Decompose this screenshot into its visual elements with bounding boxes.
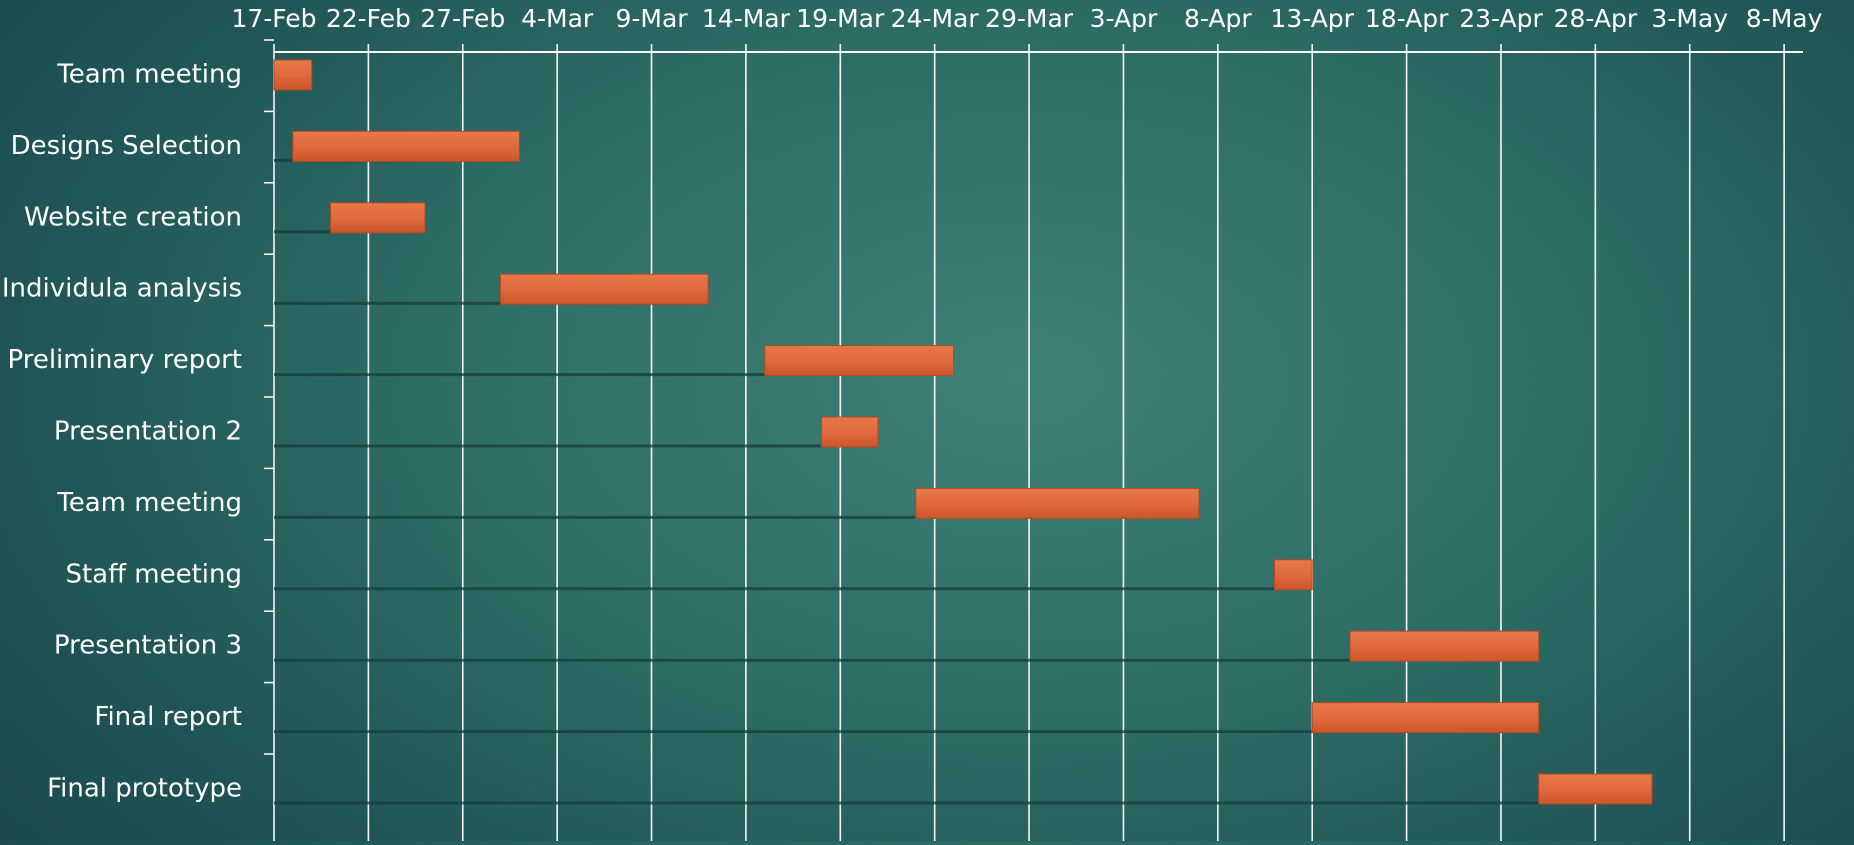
x-tick-label: 17-Feb [231, 4, 316, 33]
task-bar [820, 416, 879, 448]
task-label: Individula analysis [2, 274, 242, 304]
x-tick-label: 3-May [1651, 4, 1728, 33]
task-label: Final prototype [47, 774, 242, 804]
x-tick-label: 27-Feb [420, 4, 505, 33]
task-bar [273, 59, 313, 91]
task-row: Presentation 2 [54, 396, 879, 448]
x-tick-label: 19-Mar [796, 4, 885, 33]
task-bar [1349, 630, 1540, 662]
task-bar [915, 487, 1200, 519]
task-bar [500, 273, 709, 305]
x-axis-tick-labels: 17-Feb 22-Feb 27-Feb 4-Mar 9-Mar 14-Mar 19-Mar… [231, 4, 1822, 33]
task-label: Team meeting [56, 488, 242, 518]
task-bar [330, 202, 426, 234]
task-label: Presentation 2 [54, 417, 242, 447]
task-row: Presentation 3 [54, 610, 1540, 662]
x-tick-label: 8-Apr [1184, 4, 1252, 33]
task-label: Preliminary report [8, 345, 243, 375]
x-tick-label: 8-May [1746, 4, 1823, 33]
task-row: Preliminary report [8, 324, 955, 377]
task-bar [292, 130, 520, 162]
x-tick-label: 14-Mar [702, 4, 791, 33]
task-label: Staff meeting [65, 559, 242, 589]
task-row: Designs Selection [11, 110, 520, 162]
task-bar [764, 345, 955, 377]
x-tick-label: 24-Mar [891, 4, 980, 33]
gridlines [273, 44, 1803, 841]
x-tick-label: 22-Feb [326, 4, 411, 33]
x-tick-label: 18-Apr [1365, 4, 1449, 33]
x-tick-label: 28-Apr [1554, 4, 1638, 33]
task-label: Final report [94, 702, 242, 732]
x-tick-label: 13-Apr [1270, 4, 1354, 33]
x-tick-label: 4-Mar [521, 4, 594, 33]
task-row: Staff meeting [65, 539, 1313, 591]
task-row: Final prototype [47, 753, 1653, 805]
task-bar [1273, 559, 1313, 591]
task-bar [1538, 773, 1653, 805]
task-bar [1311, 702, 1540, 734]
task-row: Website creation [24, 182, 426, 234]
task-row: Final report [94, 681, 1540, 734]
task-rows: Team meeting Designs Selection Website cre… [2, 39, 1653, 805]
x-tick-label: 9-Mar [615, 4, 688, 33]
task-label: Team meeting [56, 60, 242, 90]
task-row: Team meeting [56, 39, 313, 91]
x-tick-label: 3-Apr [1090, 4, 1158, 33]
task-label: Website creation [24, 202, 242, 232]
task-label: Presentation 3 [54, 631, 242, 661]
task-label: Designs Selection [11, 131, 242, 161]
x-tick-label: 23-Apr [1459, 4, 1543, 33]
x-tick-label: 29-Mar [985, 4, 1074, 33]
task-row: Individula analysis [2, 253, 709, 305]
task-row: Team meeting [56, 467, 1200, 519]
